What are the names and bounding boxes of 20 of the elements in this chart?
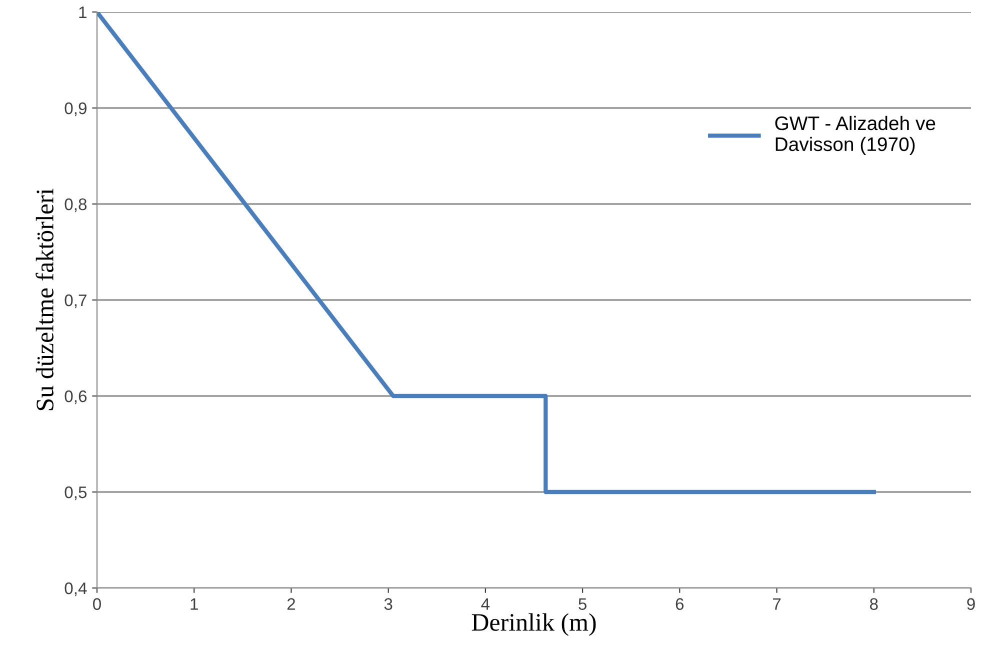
x-tick-label: 8 (870, 598, 878, 610)
x-tick-label: 4 (481, 598, 490, 610)
legend-label: GWT - Alizadeh ve Davisson (1970) (775, 116, 936, 155)
y-tick-label: 0,7 (64, 294, 86, 308)
y-axis-title: Su düzeltme faktörleri (36, 188, 54, 410)
x-tick-label: 6 (676, 598, 684, 610)
y-tick-label: 0,9 (64, 102, 86, 116)
x-axis-title: Derinlik (m) (472, 613, 596, 636)
y-tick-label: 0,6 (64, 390, 87, 404)
x-tick-label: 1 (190, 598, 198, 610)
y-tick-label: 0,8 (64, 198, 87, 212)
x-tick-label: 3 (384, 598, 392, 610)
x-tick-label: 9 (967, 598, 975, 610)
x-tick-label: 7 (773, 598, 781, 610)
x-tick-label: 2 (287, 598, 296, 610)
y-tick-label: 0,5 (64, 486, 87, 500)
y-tick-label: 0,4 (64, 582, 87, 596)
x-tick-label: 5 (578, 598, 586, 610)
y-tick-label: 1 (79, 6, 86, 18)
x-tick-label: 0 (93, 598, 101, 610)
